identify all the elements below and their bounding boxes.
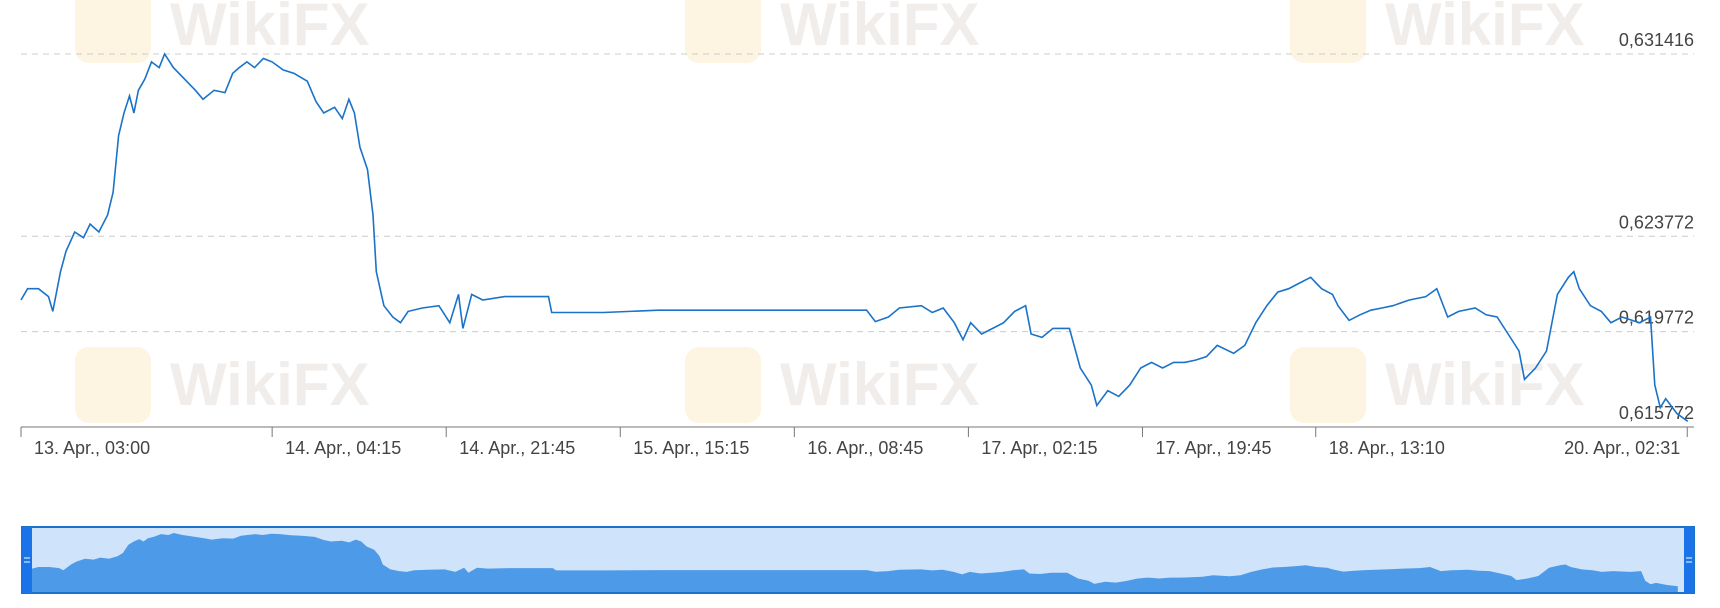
x-tick-label: 14. Apr., 04:15 <box>285 438 401 458</box>
x-tick-label: 17. Apr., 19:45 <box>1155 438 1271 458</box>
y-tick-label: 0,619772 <box>1619 308 1694 328</box>
watermark: WikiFX <box>170 0 369 58</box>
line <box>20 52 1689 422</box>
navigator-handle[interactable] <box>22 527 32 593</box>
x-tick-label: 18. Apr., 13:10 <box>1329 438 1445 458</box>
y-tick-label: 0,631416 <box>1619 30 1694 50</box>
x-tick-label: 20. Apr., 02:31 <box>1564 438 1680 458</box>
x-tick-label: 15. Apr., 15:15 <box>633 438 749 458</box>
navigator-area <box>32 533 1678 593</box>
watermark-logo <box>1290 347 1366 423</box>
navigator-handle[interactable] <box>1684 527 1694 593</box>
y-tick-label: 0,615772 <box>1619 403 1694 423</box>
x-tick-label: 13. Apr., 03:00 <box>34 438 150 458</box>
x-tick-label: 17. Apr., 02:15 <box>981 438 1097 458</box>
watermark-logo <box>75 0 151 63</box>
x-tick-label: 14. Apr., 21:45 <box>459 438 575 458</box>
watermark-logo <box>685 347 761 423</box>
watermark: WikiFX <box>780 0 979 58</box>
watermark-logo <box>685 0 761 63</box>
watermark: WikiFX <box>780 351 979 418</box>
watermark: WikiFX <box>1385 0 1584 58</box>
watermark-logo <box>75 347 151 423</box>
y-tick-label: 0,623772 <box>1619 212 1694 232</box>
watermark-logo <box>1290 0 1366 63</box>
watermark: WikiFX <box>170 351 369 418</box>
watermark: WikiFX <box>1385 351 1584 418</box>
x-tick-label: 16. Apr., 08:45 <box>807 438 923 458</box>
